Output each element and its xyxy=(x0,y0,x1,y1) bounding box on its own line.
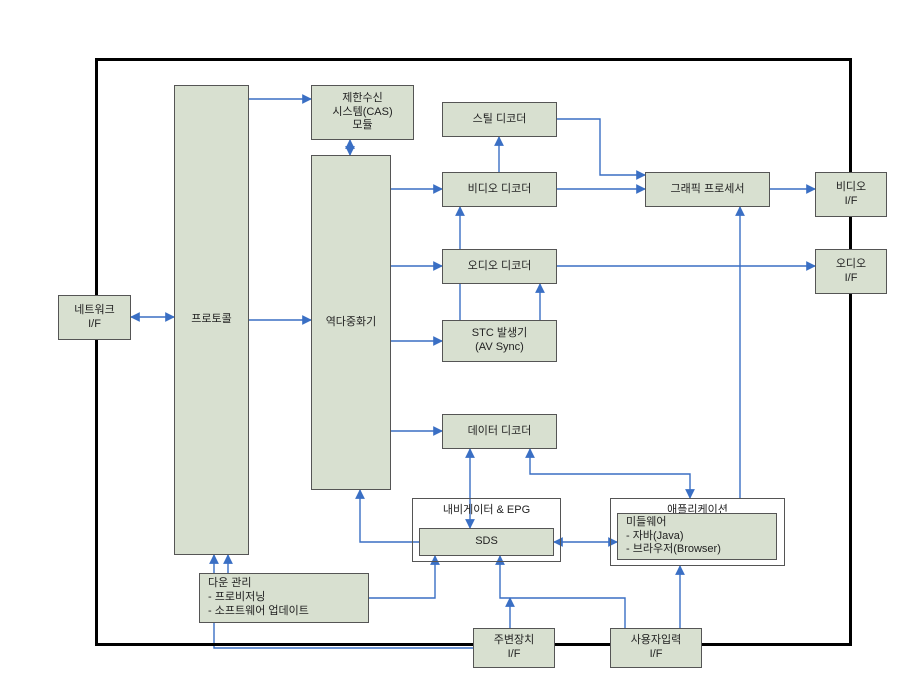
node-peripheral-line-0: 주변장치 xyxy=(494,634,534,648)
node-demux: 역다중화기 xyxy=(311,155,391,490)
node-audio_dec-line-0: 오디오 디코더 xyxy=(468,260,532,274)
node-network_if-line-1: I/F xyxy=(88,318,101,332)
node-cas-line-1: 시스템(CAS) xyxy=(332,106,392,120)
node-sds: SDS xyxy=(419,528,554,556)
node-gpu-line-0: 그래픽 프로세서 xyxy=(671,183,745,197)
node-audio_dec: 오디오 디코더 xyxy=(442,249,557,284)
node-demux-line-0: 역다중화기 xyxy=(326,316,377,330)
node-video_if: 비디오I/F xyxy=(815,172,887,217)
node-data_dec-line-0: 데이터 디코더 xyxy=(468,425,532,439)
node-network_if-line-0: 네트워크 xyxy=(74,304,114,318)
node-download-line-0: 다운 관리 xyxy=(208,577,252,591)
node-cas-line-2: 모듈 xyxy=(352,119,372,133)
node-download: 다운 관리- 프로비저닝- 소프트웨어 업데이트 xyxy=(199,573,369,623)
node-video_if-line-0: 비디오 xyxy=(836,181,866,195)
node-download-line-2: - 소프트웨어 업데이트 xyxy=(208,605,309,619)
node-user_input-line-1: I/F xyxy=(650,648,663,662)
node-cas: 제한수신시스템(CAS)모듈 xyxy=(311,85,414,140)
node-stc: STC 발생기(AV Sync) xyxy=(442,320,557,362)
node-audio_if-line-0: 오디오 xyxy=(836,258,866,272)
node-download-line-1: - 프로비저닝 xyxy=(208,591,265,605)
node-peripheral-line-1: I/F xyxy=(508,648,521,662)
node-gpu: 그래픽 프로세서 xyxy=(645,172,770,207)
node-video_dec: 비디오 디코더 xyxy=(442,172,557,207)
node-peripheral: 주변장치I/F xyxy=(473,628,555,668)
node-still_dec: 스틸 디코더 xyxy=(442,102,557,137)
node-audio_if: 오디오I/F xyxy=(815,249,887,294)
node-user_input: 사용자입력I/F xyxy=(610,628,702,668)
node-network_if: 네트워크I/F xyxy=(58,295,131,340)
node-sds-line-0: SDS xyxy=(475,535,498,549)
node-cas-line-0: 제한수신 xyxy=(342,92,382,106)
node-middleware-line-2: - 브라우저(Browser) xyxy=(626,543,721,557)
node-data_dec: 데이터 디코더 xyxy=(442,414,557,449)
node-still_dec-line-0: 스틸 디코더 xyxy=(473,113,527,127)
node-middleware-line-1: - 자바(Java) xyxy=(626,530,684,544)
diagram-canvas: 내비게이터 & EPG애플리케이션네트워크I/F프로토콜제한수신시스템(CAS)… xyxy=(0,0,903,675)
node-audio_if-line-1: I/F xyxy=(845,272,858,286)
node-protocol-line-0: 프로토콜 xyxy=(191,313,231,327)
node-video_if-line-1: I/F xyxy=(845,195,858,209)
node-user_input-line-0: 사용자입력 xyxy=(631,634,682,648)
node-middleware: 미들웨어- 자바(Java)- 브라우저(Browser) xyxy=(617,513,777,560)
node-stc-line-1: (AV Sync) xyxy=(475,341,524,355)
node-protocol: 프로토콜 xyxy=(174,85,249,555)
group-title-nav_epg: 내비게이터 & EPG xyxy=(413,501,560,517)
node-stc-line-0: STC 발생기 xyxy=(472,327,527,341)
node-video_dec-line-0: 비디오 디코더 xyxy=(468,183,532,197)
node-middleware-line-0: 미들웨어 xyxy=(626,516,666,530)
